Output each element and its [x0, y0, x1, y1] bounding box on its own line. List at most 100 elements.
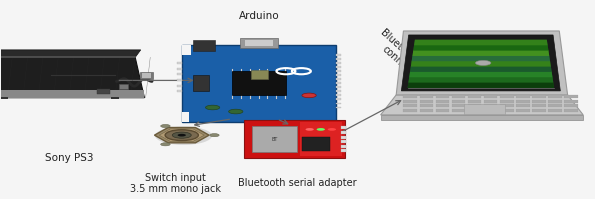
- Bar: [336, 99, 341, 100]
- Polygon shape: [414, 45, 549, 51]
- Bar: [1, 97, 8, 100]
- Text: Bluetooth serial adapter: Bluetooth serial adapter: [238, 178, 357, 188]
- Bar: [565, 104, 578, 107]
- Polygon shape: [381, 95, 583, 115]
- Bar: [177, 68, 181, 70]
- Bar: [565, 100, 578, 103]
- Circle shape: [317, 128, 325, 131]
- Polygon shape: [410, 66, 552, 72]
- Bar: [142, 73, 152, 78]
- Bar: [251, 70, 268, 79]
- Circle shape: [177, 134, 186, 137]
- Bar: [177, 62, 181, 64]
- Bar: [336, 86, 341, 88]
- Bar: [336, 90, 341, 92]
- Polygon shape: [0, 90, 145, 98]
- Bar: [484, 109, 497, 112]
- Polygon shape: [402, 35, 560, 91]
- Bar: [232, 71, 286, 95]
- Bar: [436, 100, 449, 103]
- Bar: [336, 78, 341, 80]
- Bar: [244, 120, 345, 158]
- Bar: [436, 104, 449, 107]
- Bar: [516, 104, 530, 107]
- Bar: [403, 109, 417, 112]
- Bar: [549, 100, 562, 103]
- Bar: [177, 90, 181, 92]
- Bar: [177, 79, 181, 81]
- Bar: [565, 109, 578, 112]
- Text: Bluetooth serial
connection: Bluetooth serial connection: [371, 27, 443, 95]
- Bar: [336, 62, 341, 64]
- Circle shape: [302, 93, 316, 98]
- Circle shape: [328, 128, 336, 131]
- Polygon shape: [408, 82, 554, 88]
- Circle shape: [155, 127, 212, 145]
- Polygon shape: [0, 50, 141, 57]
- Bar: [533, 104, 546, 107]
- Bar: [177, 85, 181, 87]
- Bar: [245, 40, 273, 46]
- Bar: [419, 109, 433, 112]
- Bar: [516, 109, 530, 112]
- Bar: [336, 102, 341, 104]
- Bar: [516, 100, 530, 103]
- Bar: [464, 104, 505, 114]
- Bar: [484, 100, 497, 103]
- Bar: [436, 95, 449, 98]
- Bar: [436, 109, 449, 112]
- Polygon shape: [181, 45, 190, 55]
- Bar: [419, 104, 433, 107]
- Bar: [336, 70, 341, 72]
- Polygon shape: [409, 72, 553, 77]
- Bar: [533, 95, 546, 98]
- Polygon shape: [412, 56, 550, 61]
- Bar: [419, 100, 433, 103]
- Bar: [336, 66, 341, 68]
- Bar: [336, 95, 341, 96]
- Bar: [468, 100, 481, 103]
- Bar: [419, 95, 433, 98]
- Bar: [500, 100, 513, 103]
- Bar: [341, 145, 346, 148]
- Polygon shape: [396, 31, 568, 95]
- Bar: [533, 109, 546, 112]
- Bar: [484, 95, 497, 98]
- Bar: [484, 104, 497, 107]
- Bar: [341, 136, 346, 139]
- Bar: [240, 38, 278, 48]
- Bar: [341, 126, 346, 129]
- Bar: [302, 137, 330, 150]
- Circle shape: [205, 105, 220, 110]
- Polygon shape: [181, 45, 336, 122]
- Bar: [193, 40, 215, 51]
- Bar: [341, 140, 346, 143]
- Text: Switch input
3.5 mm mono jack: Switch input 3.5 mm mono jack: [130, 173, 221, 194]
- Bar: [468, 104, 481, 107]
- Circle shape: [305, 128, 314, 131]
- Bar: [500, 104, 513, 107]
- Bar: [549, 109, 562, 112]
- Bar: [177, 73, 181, 75]
- Bar: [533, 100, 546, 103]
- Polygon shape: [0, 57, 145, 98]
- Bar: [403, 104, 417, 107]
- Circle shape: [161, 125, 170, 128]
- Bar: [468, 109, 481, 112]
- Bar: [336, 54, 341, 56]
- Polygon shape: [414, 40, 547, 45]
- Bar: [96, 89, 110, 94]
- Polygon shape: [411, 61, 551, 67]
- Polygon shape: [381, 115, 583, 120]
- Bar: [341, 149, 346, 152]
- Bar: [341, 131, 346, 134]
- Bar: [193, 75, 209, 91]
- Bar: [120, 84, 129, 89]
- Text: Sony PS3: Sony PS3: [45, 153, 94, 163]
- Text: Arduino: Arduino: [239, 11, 279, 21]
- Circle shape: [209, 134, 219, 137]
- Bar: [336, 74, 341, 76]
- Bar: [452, 95, 465, 98]
- Circle shape: [475, 60, 491, 65]
- Circle shape: [165, 130, 198, 140]
